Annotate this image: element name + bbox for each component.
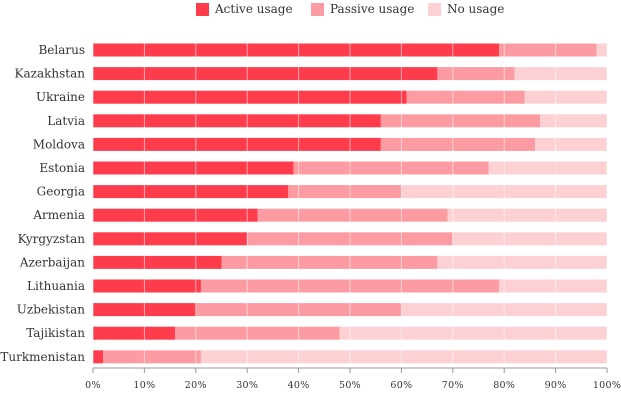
bar-segment — [437, 67, 515, 81]
category-label: Uzbekistan — [17, 303, 85, 317]
bar-segment — [103, 350, 201, 364]
bar-segment — [93, 114, 381, 128]
bar-segment — [175, 326, 340, 340]
x-tick-label: 0% — [85, 380, 101, 391]
bar-segment — [93, 279, 201, 293]
x-tick-label: 10% — [133, 380, 155, 391]
x-tick-label: 30% — [236, 380, 258, 391]
bar-segment — [514, 67, 607, 81]
x-tick-label: 20% — [185, 380, 207, 391]
bar-segment — [93, 232, 248, 246]
category-label: Tajikistan — [26, 326, 85, 340]
category-label: Ukraine — [36, 90, 85, 104]
bar-segment — [93, 326, 176, 340]
category-label: Kazakhstan — [15, 67, 86, 81]
category-label: Estonia — [39, 161, 85, 175]
bar-segment — [93, 350, 104, 364]
bar-segment — [596, 43, 607, 57]
legend-swatch-active-usage — [196, 2, 209, 16]
bar-segment — [524, 90, 607, 104]
category-label: Kyrgyzstan — [18, 232, 86, 246]
bar-segment — [406, 90, 525, 104]
bar-segment — [380, 137, 536, 151]
bar-segment — [499, 279, 607, 293]
legend-swatch-no-usage — [428, 2, 441, 16]
bar-segment — [535, 137, 607, 151]
x-tick-label: 40% — [288, 380, 310, 391]
category-label: Armenia — [32, 208, 85, 222]
bar-segment — [221, 255, 438, 269]
legend-label-active-usage: Active usage — [215, 2, 293, 16]
category-label: Azerbaijan — [19, 255, 85, 269]
bar-segment — [93, 137, 381, 151]
category-label: Belarus — [38, 43, 85, 57]
x-tick-label: 50% — [339, 380, 361, 391]
bar-segment — [93, 43, 500, 57]
x-tick-label: 60% — [390, 380, 412, 391]
bar-segment — [288, 185, 402, 199]
legend-item-active-usage: Active usage — [196, 1, 293, 17]
legend-label-passive-usage: Passive usage — [330, 2, 415, 16]
bar-segment — [293, 161, 489, 175]
bar-segment — [93, 90, 407, 104]
bar-segment — [499, 43, 597, 57]
legend-item-passive-usage: Passive usage — [311, 1, 414, 17]
bar-segment — [447, 208, 607, 222]
bar-segment — [93, 161, 294, 175]
legend-swatch-passive-usage — [311, 2, 324, 16]
category-label: Latvia — [47, 114, 85, 128]
bar-segment — [93, 208, 258, 222]
bar-segment — [339, 326, 607, 340]
bar-segment — [488, 161, 607, 175]
bar-segment — [200, 350, 607, 364]
category-label: Lithuania — [27, 279, 85, 293]
bar-segment — [93, 185, 289, 199]
bar-segment — [540, 114, 607, 128]
x-tick-label: 90% — [545, 380, 567, 391]
bar-segment — [257, 208, 448, 222]
x-tick-label: 100% — [593, 380, 621, 391]
bar-segment — [437, 255, 607, 269]
legend-item-no-usage: No usage — [428, 1, 504, 17]
bar-segment — [93, 67, 438, 81]
x-tick-label: 80% — [493, 380, 515, 391]
chart-legend: Active usage Passive usage No usage — [0, 0, 621, 18]
legend-label-no-usage: No usage — [447, 2, 505, 16]
category-label: Moldova — [33, 137, 85, 151]
category-label: Turkmenistan — [0, 350, 85, 364]
bar-segment — [380, 114, 541, 128]
bar-segment — [452, 232, 607, 246]
x-tick-label: 70% — [442, 380, 464, 391]
bar-segment — [93, 255, 222, 269]
category-label: Georgia — [37, 185, 85, 199]
